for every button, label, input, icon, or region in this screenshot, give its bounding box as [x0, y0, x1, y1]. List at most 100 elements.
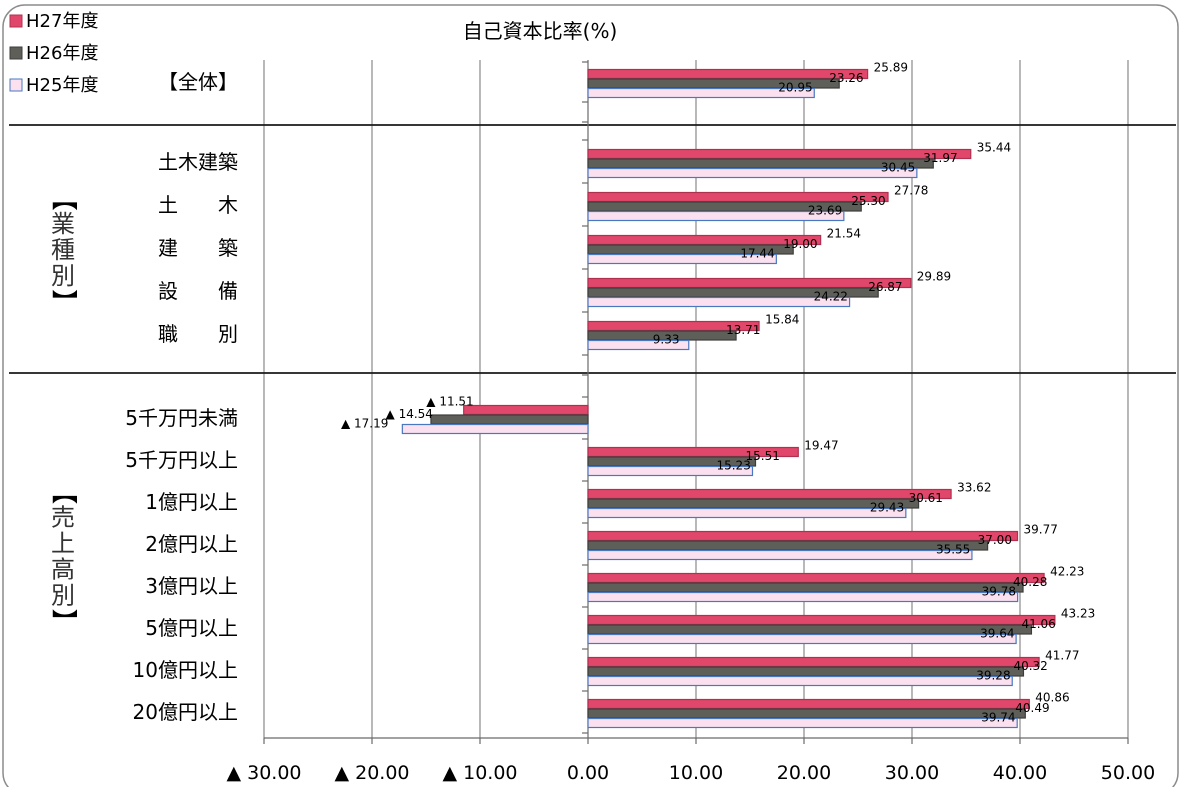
data-label-g2-i1-s1: 15.51 [746, 449, 780, 463]
data-label-g2-i5-s0: 43.23 [1061, 607, 1095, 621]
x-tick-label-5: 20.00 [777, 762, 831, 784]
bar-g1-i0-s0 [587, 148, 972, 160]
data-label-g1-i0-s0: 35.44 [977, 141, 1011, 155]
bar-g2-i4-s1 [587, 582, 1024, 593]
data-label-g1-i0-s2: 30.45 [881, 161, 915, 175]
data-label-g2-i4-s2: 39.78 [982, 585, 1016, 599]
category-label-g2-i3: 2億円以上 [145, 532, 238, 556]
data-label-g2-i4-s1: 40.28 [1013, 575, 1047, 589]
data-label-g2-i7-s0: 40.86 [1035, 691, 1069, 705]
category-label-g2-i1: 5千万円以上 [125, 448, 238, 472]
legend-label-0: H27年度 [26, 11, 98, 32]
bar-g1-i3-s0 [587, 277, 912, 289]
bar-g0-i0-s0 [587, 68, 869, 80]
bar-g2-i4-s0 [587, 572, 1045, 584]
data-label-g1-i1-s0: 27.78 [894, 184, 928, 198]
bar-g2-i2-s2 [587, 507, 907, 519]
data-label-g1-i2-s0: 21.54 [827, 227, 861, 241]
bar-g0-i0-s2 [587, 87, 815, 99]
x-tick-label-2: ▲ 10.00 [442, 762, 517, 784]
data-label-g2-i4-s0: 42.23 [1050, 565, 1084, 579]
legend-label-1: H26年度 [26, 43, 98, 64]
category-label-g2-i4: 3億円以上 [145, 574, 238, 598]
data-label-g2-i0-s1: ▲ 14.54 [386, 407, 433, 421]
category-label-g2-i6: 10億円以上 [133, 658, 238, 682]
data-label-g2-i6-s0: 41.77 [1045, 649, 1079, 663]
bar-g2-i5-s0 [587, 614, 1056, 626]
group-vertical-label-2-char-1: 上 [51, 530, 75, 558]
legend-swatch-1 [9, 46, 23, 60]
data-label-g1-i4-s1: 13.71 [726, 323, 760, 337]
x-tick-label-6: 30.00 [885, 762, 939, 784]
data-label-g2-i2-s0: 33.62 [957, 481, 991, 495]
bar-g2-i5-s2 [587, 633, 1017, 645]
data-label-g2-i5-s2: 39.64 [980, 627, 1014, 641]
category-label-g1-i3: 設 備 [158, 279, 238, 303]
x-tick-label-0: ▲ 30.00 [226, 762, 301, 784]
data-label-g0-i0-s2: 20.95 [778, 81, 812, 95]
bar-g2-i6-s1 [587, 666, 1025, 677]
bar-g1-i1-s0 [587, 191, 889, 203]
category-label-g1-i0: 土木建築 [158, 150, 238, 174]
category-label-g1-i1: 土 木 [158, 193, 238, 217]
bar-g2-i1-s2 [587, 465, 754, 477]
legend-label-2: H25年度 [26, 75, 98, 96]
data-label-g2-i0-s2: ▲ 17.19 [341, 417, 388, 431]
group-vertical-label-2-char-2: 高 [51, 556, 75, 584]
data-label-g2-i6-s1: 40.32 [1013, 659, 1047, 673]
x-tick-label-4: 10.00 [669, 762, 723, 784]
bar-g2-i3-s1 [587, 540, 989, 551]
data-label-g2-i3-s0: 39.77 [1024, 523, 1058, 537]
bar-g2-i2-s0 [587, 488, 952, 500]
data-label-g0-i0-s0: 25.89 [874, 61, 908, 75]
group-bracket-close-1: 】 [48, 289, 78, 315]
bar-g1-i0-s2 [587, 167, 918, 179]
category-label-g2-i0: 5千万円未満 [125, 406, 238, 430]
x-tick-label-7: 40.00 [993, 762, 1047, 784]
group-bracket-open-2: 【 [48, 478, 78, 504]
data-label-g1-i2-s2: 17.44 [740, 247, 774, 261]
data-label-g1-i1-s2: 23.69 [808, 204, 842, 218]
bar-g1-i1-s2 [587, 210, 845, 222]
bar-g1-i2-s2 [587, 253, 777, 265]
data-label-g2-i7-s1: 40.49 [1015, 701, 1049, 715]
group-label-0: 【全体】 [158, 70, 238, 94]
chart-title: 自己資本比率(%) [463, 19, 618, 43]
bar-g2-i0-s2 [401, 423, 589, 435]
bar-g2-i7-s1 [587, 708, 1026, 719]
data-label-g2-i2-s1: 30.61 [909, 491, 943, 505]
group-vertical-label-1-char-1: 種 [51, 236, 75, 264]
category-label-g2-i2: 1億円以上 [145, 490, 238, 514]
bar-g2-i3-s0 [587, 530, 1019, 542]
bar-g2-i0-s1 [430, 414, 589, 425]
data-label-g1-i3-s1: 26.87 [868, 280, 902, 294]
bar-g2-i7-s0 [587, 698, 1030, 710]
group-vertical-label-1-char-0: 業 [51, 210, 75, 238]
category-label-g2-i7: 20億円以上 [133, 700, 238, 724]
data-label-g1-i1-s1: 25.30 [851, 194, 885, 208]
group-bracket-close-2: 】 [48, 608, 78, 634]
bar-g2-i0-s0 [463, 404, 589, 416]
data-label-g1-i4-s2: 9.33 [653, 333, 680, 347]
bar-g2-i7-s2 [587, 717, 1018, 729]
data-label-g2-i5-s1: 41.06 [1021, 617, 1055, 631]
data-label-g2-i1-s0: 19.47 [804, 439, 838, 453]
data-label-g2-i7-s2: 39.74 [981, 711, 1015, 725]
data-label-g2-i0-s0: ▲ 11.51 [426, 395, 473, 409]
legend-swatch-0 [9, 14, 23, 28]
x-tick-label-8: 50.00 [1101, 762, 1155, 784]
bar-g2-i6-s0 [587, 656, 1040, 668]
data-label-g0-i0-s1: 23.26 [829, 71, 863, 85]
data-label-g1-i0-s1: 31.97 [923, 151, 957, 165]
bar-g2-i4-s2 [587, 591, 1019, 603]
data-label-g1-i4-s0: 15.84 [765, 313, 799, 327]
data-label-g1-i3-s0: 29.89 [917, 270, 951, 284]
group-vertical-label-2-char-3: 別 [51, 582, 75, 610]
category-label-g2-i5: 5億円以上 [145, 616, 238, 640]
data-label-g1-i3-s2: 24.22 [814, 290, 848, 304]
data-label-g2-i3-s2: 35.55 [936, 543, 970, 557]
group-vertical-label-2-char-0: 売 [51, 504, 75, 532]
bar-g2-i3-s2 [587, 549, 973, 561]
bar-g2-i5-s1 [587, 624, 1033, 635]
